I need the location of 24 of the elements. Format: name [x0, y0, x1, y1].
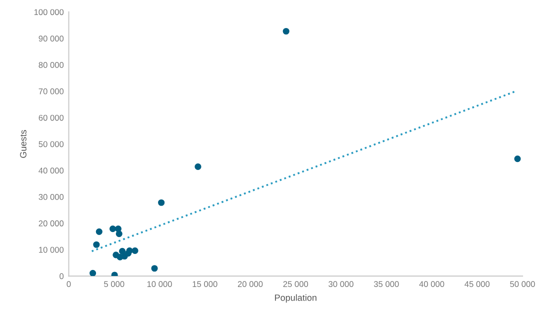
x-tick-label: 10 000: [147, 281, 172, 288]
x-tick-label: 40 000: [419, 281, 444, 288]
x-tick-label: 0: [66, 281, 71, 288]
y-tick-label: 50 000: [38, 141, 64, 148]
y-tick-label: 40 000: [38, 168, 64, 174]
x-tick-label: 45 000: [464, 281, 490, 288]
y-tick-label: 70 000: [38, 88, 64, 94]
y-tick-label: 0: [60, 273, 64, 280]
x-tick-label: 5 000: [104, 281, 124, 288]
x-tick-label: 30 000: [328, 281, 354, 288]
y-tick-label: 10 000: [39, 246, 64, 253]
x-tick-label: 15 000: [192, 281, 218, 288]
y-axis-title: Guests: [20, 130, 26, 158]
y-tick-label: 20 000: [38, 220, 64, 226]
y-tick-label: 100 000: [34, 9, 64, 16]
y-tick-label: 30 000: [38, 194, 64, 200]
x-tick-label: 50 000: [510, 281, 535, 288]
x-tick-label: 20 000: [238, 281, 263, 288]
x-axis-title: Population: [275, 294, 316, 303]
y-tick-label: 60 000: [38, 114, 64, 121]
y-tick-label: 80 000: [38, 62, 64, 68]
y-tick-label: 90 000: [38, 36, 64, 42]
x-tick-label: 25 000: [283, 281, 308, 288]
x-tick-label: 35 000: [374, 281, 399, 288]
